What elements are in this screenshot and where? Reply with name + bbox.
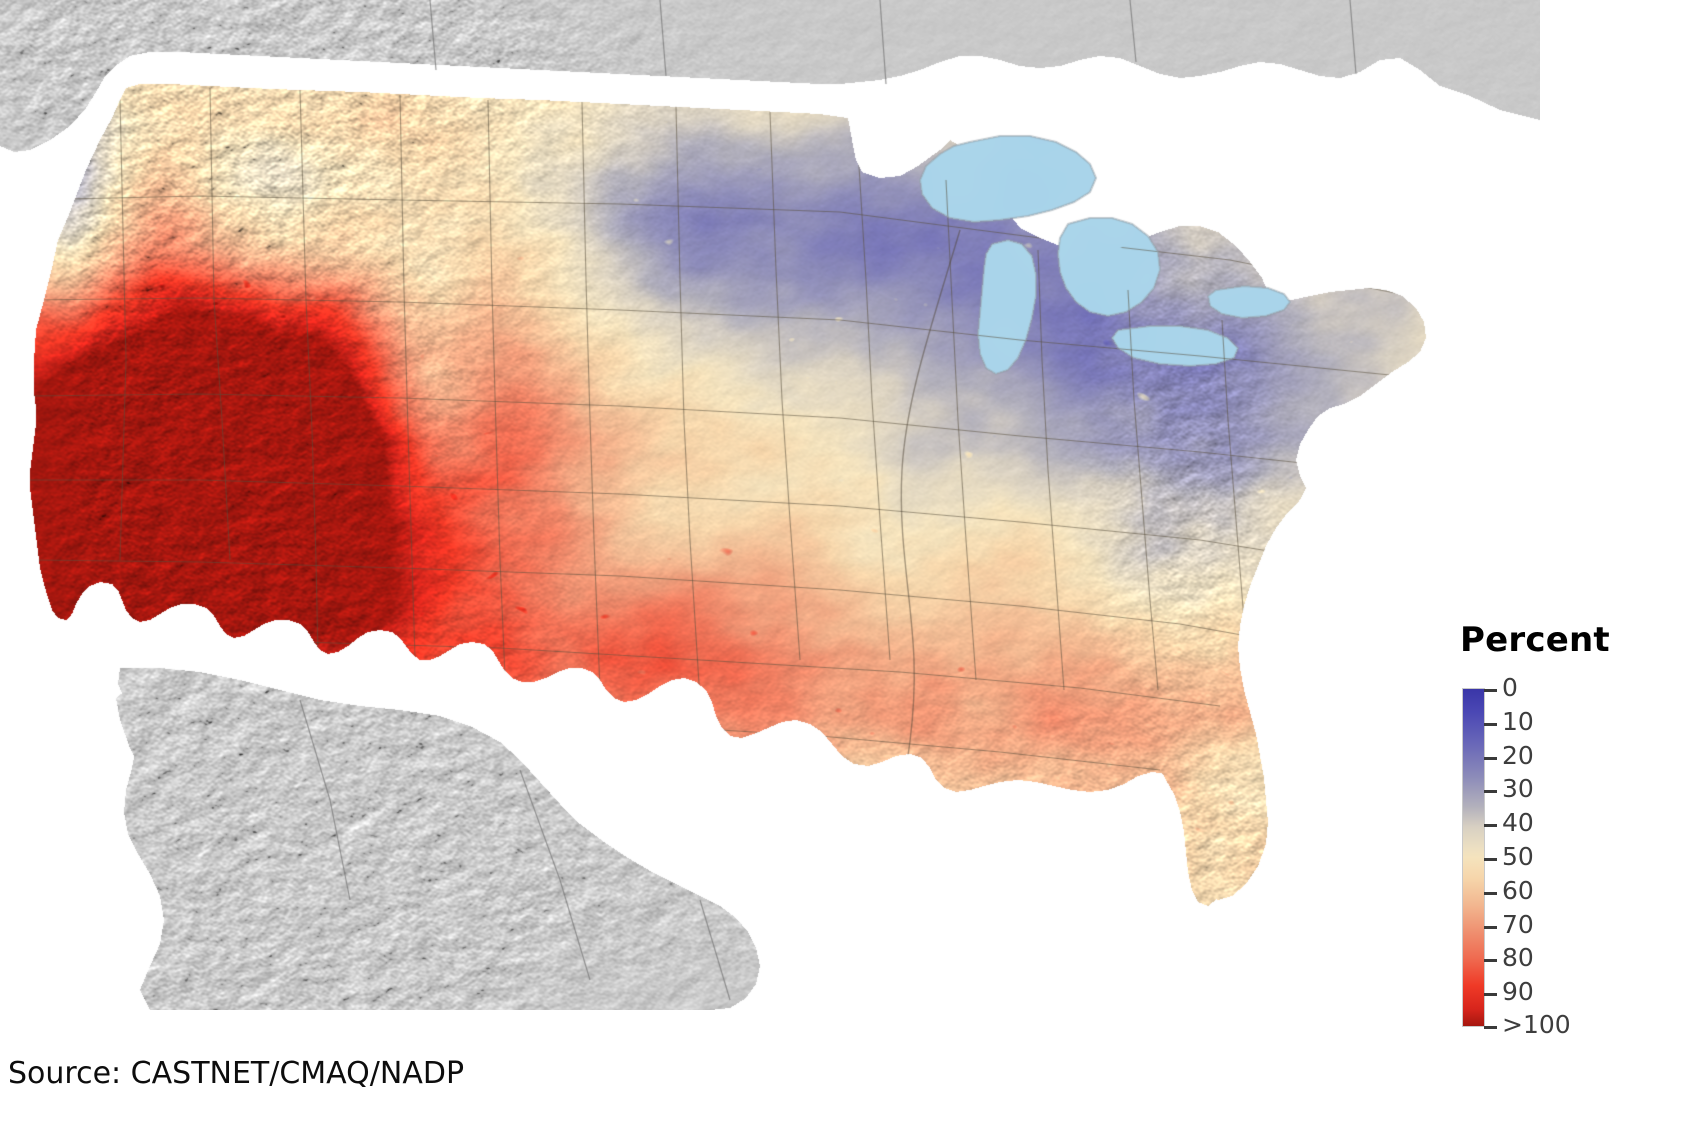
colorbar-tick-60: 60 (1484, 876, 1654, 905)
source-note: Source: CASTNET/CMAQ/NADP (8, 1056, 465, 1091)
colorbar-tick-label: 30 (1502, 774, 1534, 804)
tick-dash-icon (1484, 756, 1497, 760)
colorbar-tick-label: 10 (1502, 706, 1534, 736)
colorbar-tick-30: 30 (1484, 774, 1654, 803)
tick-dash-icon (1484, 959, 1497, 963)
colorbar-tick-70: 70 (1484, 910, 1654, 939)
tick-dash-icon (1484, 891, 1497, 895)
tick-dash-icon (1484, 689, 1497, 692)
tick-dash-icon (1484, 1026, 1497, 1029)
legend: Percent 0 10 20 30 40 (1440, 612, 1690, 1042)
colorbar-wrap: 0 10 20 30 40 50 (1462, 673, 1662, 1039)
tick-dash-icon (1484, 790, 1497, 794)
tick-dash-icon (1484, 824, 1497, 828)
colorbar-tick-40: 40 (1484, 808, 1654, 837)
colorbar-tick-label: 90 (1502, 977, 1534, 1007)
colorbar-tick-50: 50 (1484, 842, 1654, 871)
map-raster (0, 0, 1540, 1010)
colorbar-tick-label: 60 (1502, 875, 1534, 905)
colorbar-tick-0: 0 (1484, 673, 1654, 702)
colorbar-tick-10: 10 (1484, 707, 1654, 736)
us-percent-map (0, 0, 1540, 1010)
colorbar-tick-label: 50 (1502, 842, 1534, 871)
colorbar-tick-label: 0 (1502, 673, 1518, 702)
colorbar-tick-label: 70 (1502, 909, 1534, 939)
colorbar-tick-90: 90 (1484, 977, 1654, 1006)
tick-dash-icon (1484, 993, 1497, 997)
colorbar-tick-label: 20 (1502, 740, 1534, 770)
tick-dash-icon (1484, 925, 1497, 929)
tick-dash-icon (1484, 722, 1497, 726)
colorbar-tick-over100: >100 (1484, 1010, 1654, 1039)
tick-dash-icon (1484, 858, 1497, 861)
colorbar-tick-label: 80 (1502, 943, 1534, 973)
colorbar-tick-80: 80 (1484, 943, 1654, 972)
colorbar-gradient (1462, 688, 1485, 1027)
colorbar-tick-label: >100 (1502, 1010, 1571, 1039)
legend-title: Percent (1460, 620, 1610, 660)
colorbar-tick-label: 40 (1502, 808, 1534, 838)
colorbar-tick-20: 20 (1484, 741, 1654, 770)
